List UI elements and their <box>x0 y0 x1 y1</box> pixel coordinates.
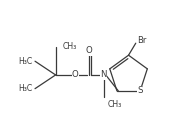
Text: S: S <box>137 86 143 95</box>
Text: CH₃: CH₃ <box>62 42 76 51</box>
Text: N: N <box>100 70 107 79</box>
Text: O: O <box>72 70 79 79</box>
Text: Br: Br <box>137 36 147 45</box>
Text: CH₃: CH₃ <box>108 100 122 109</box>
Text: O: O <box>86 46 92 55</box>
Text: H₃C: H₃C <box>18 57 32 66</box>
Text: H₃C: H₃C <box>18 84 32 93</box>
